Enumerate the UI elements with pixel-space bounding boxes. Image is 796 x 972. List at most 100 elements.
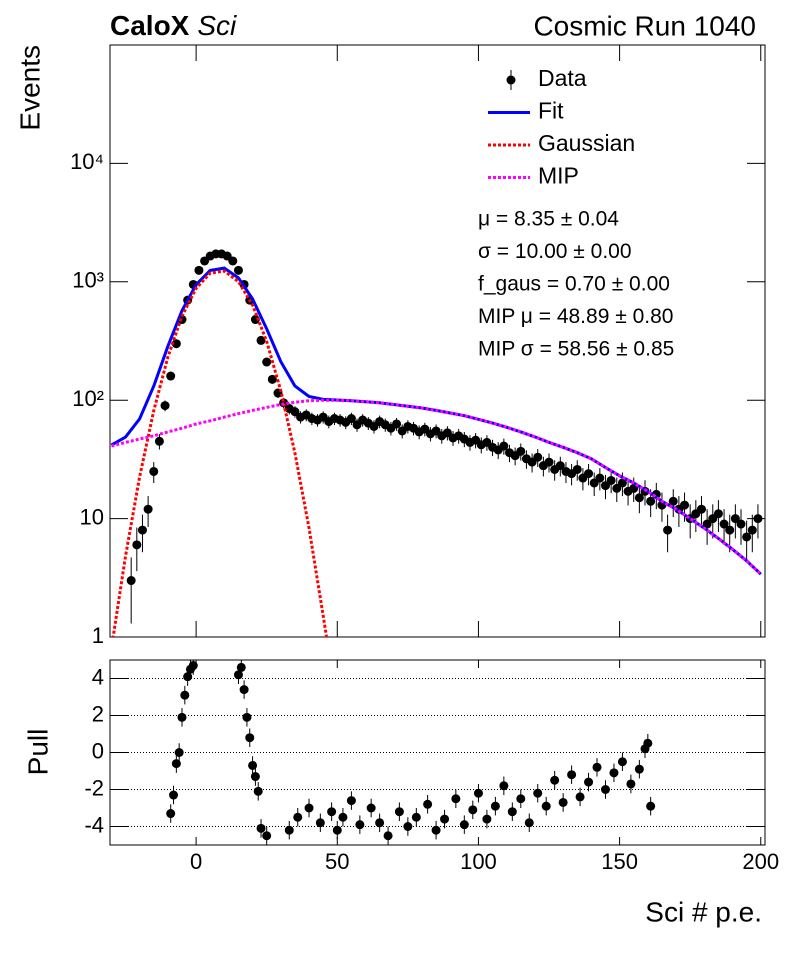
y-tick-label: 10⁴ <box>70 149 104 174</box>
data-point <box>262 831 272 841</box>
title-block: CaloX Sci <box>110 10 237 41</box>
data-point <box>126 576 136 586</box>
data-point <box>253 786 263 796</box>
data-point <box>267 374 277 384</box>
brand: CaloX <box>110 10 190 41</box>
data-point <box>617 757 627 767</box>
data-point <box>524 818 534 828</box>
y-tick-label: 0 <box>92 738 104 763</box>
chart-title: Cosmic Run 1040 <box>533 10 756 41</box>
data-point <box>680 500 690 510</box>
data-point <box>634 493 644 503</box>
data-point <box>256 335 266 345</box>
data-point <box>431 825 441 835</box>
legend-label: MIP <box>538 163 579 189</box>
data-point <box>284 825 294 835</box>
data-point <box>558 797 568 807</box>
data-point <box>544 457 554 467</box>
annotation: MIP μ = 48.89 ± 0.80 <box>478 305 673 328</box>
x-tick-label: 0 <box>190 849 202 874</box>
data-point <box>451 794 461 804</box>
data-point <box>612 483 622 493</box>
y-tick-label: 10 <box>80 504 104 529</box>
data-point <box>149 466 159 476</box>
data-point <box>499 441 509 451</box>
data-point <box>177 712 187 722</box>
data-point <box>154 436 164 446</box>
data-point <box>355 820 365 830</box>
data-point <box>584 469 594 479</box>
data-point <box>646 801 656 811</box>
y-tick-label: 2 <box>92 701 104 726</box>
data-point <box>262 357 272 367</box>
data-point <box>346 414 356 424</box>
data-point <box>250 772 260 782</box>
data-point <box>541 801 551 811</box>
data-point <box>668 496 678 506</box>
data-point <box>736 519 746 529</box>
data-point <box>188 661 198 671</box>
data-point <box>473 788 483 798</box>
data-point <box>592 762 602 772</box>
data-point <box>550 775 560 785</box>
data-point <box>293 812 303 822</box>
data-point <box>392 419 402 429</box>
data-point <box>555 461 565 471</box>
data-point <box>169 790 179 800</box>
plot-area <box>166 660 656 845</box>
y-tick-label: 10³ <box>72 268 104 293</box>
data-point <box>166 809 176 819</box>
data-point <box>600 785 610 794</box>
data-point <box>245 733 255 743</box>
data-point <box>629 483 639 493</box>
x-tick-label: 200 <box>742 849 779 874</box>
data-point <box>567 770 577 780</box>
y-tick-label: 10² <box>72 386 104 411</box>
data-point <box>609 768 619 778</box>
data-point <box>584 777 594 787</box>
x-tick-label: 100 <box>460 849 497 874</box>
data-point <box>239 685 249 695</box>
data-point <box>171 339 181 349</box>
data-point <box>482 814 492 824</box>
data-point <box>338 812 348 822</box>
data-point <box>459 820 469 830</box>
data-point <box>171 759 181 769</box>
legend-label: Fit <box>538 98 564 124</box>
data-point <box>132 540 142 550</box>
data-point <box>290 407 300 417</box>
data-point <box>572 464 582 474</box>
data-point <box>713 509 723 519</box>
data-point <box>606 475 616 485</box>
data-point <box>233 670 243 680</box>
data-point <box>663 525 673 535</box>
data-point <box>194 265 204 275</box>
data-point <box>507 807 517 817</box>
data-point <box>411 812 421 822</box>
data-point <box>327 807 337 817</box>
data-point <box>236 662 246 672</box>
data-point <box>160 401 170 411</box>
data-point <box>747 525 757 535</box>
legend-marker <box>506 75 516 85</box>
data-point <box>346 796 356 806</box>
data-point <box>403 822 413 831</box>
data-point <box>174 748 184 757</box>
data-point <box>634 764 644 774</box>
data-point <box>730 514 740 524</box>
data-point <box>375 818 385 828</box>
data-point <box>228 256 238 266</box>
data-point <box>143 504 153 514</box>
upper-frame <box>109 44 766 638</box>
data-point <box>719 519 729 529</box>
data-point <box>617 478 627 488</box>
x-axis-label: Sci # p.e. <box>645 896 762 927</box>
data-point <box>242 712 252 722</box>
data-point <box>383 831 393 841</box>
legend-label: Data <box>538 65 587 91</box>
data-point <box>233 265 243 275</box>
data-point <box>646 496 656 506</box>
data-point <box>180 690 190 700</box>
data-point <box>516 794 526 804</box>
